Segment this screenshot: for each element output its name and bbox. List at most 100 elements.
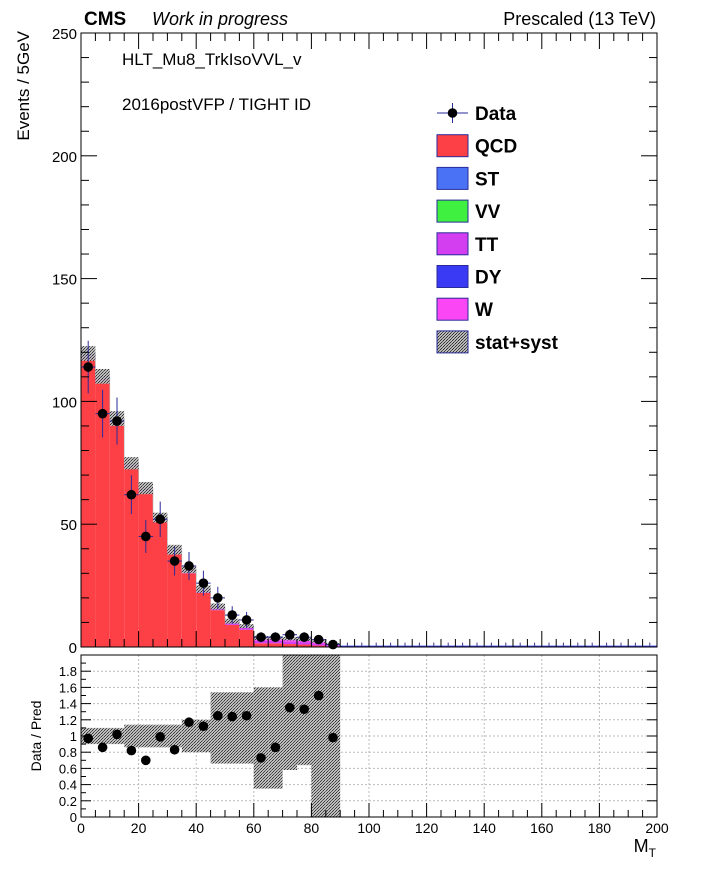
legend-label: stat+syst [475, 333, 559, 354]
ratio-band [311, 655, 325, 817]
ratio-point [328, 733, 338, 743]
legend-label: TT [475, 235, 499, 256]
data-point [213, 593, 223, 603]
x-tick-label: 100 [357, 820, 381, 836]
x-tick-label: 200 [645, 820, 669, 836]
ratio-band [268, 687, 282, 788]
ratio-point [227, 712, 237, 722]
x-tick-label: 120 [415, 820, 439, 836]
ratio-point [112, 730, 122, 740]
bar-qcd [211, 610, 225, 647]
x-tick-label: 80 [304, 820, 320, 836]
y-axis-title: Events / 5GeV [14, 30, 33, 140]
ratio-band [254, 687, 268, 788]
x-axis-title: MT [634, 836, 657, 860]
ratio-y-tick-label: 1 [70, 729, 77, 744]
bar-qcd [110, 424, 124, 647]
work-label: Work in progress [152, 9, 288, 29]
data-point [299, 632, 309, 642]
x-tick-label: 60 [246, 820, 262, 836]
ratio-band [283, 655, 297, 770]
ratio-y-tick-label: 1.2 [59, 713, 77, 728]
trigger-label: HLT_Mu8_TrkIsoVVL_v [122, 50, 302, 69]
ratio-band [211, 692, 225, 763]
data-point [314, 635, 324, 645]
uncertainty-band [95, 369, 109, 384]
selection-label: 2016postVFP / TIGHT ID [122, 95, 311, 114]
ratio-y-tick-label: 0.2 [59, 794, 77, 809]
ratio-band [167, 725, 181, 748]
y-tick-label: 250 [52, 26, 77, 43]
legend-swatch-dy [437, 266, 468, 288]
ratio-y-axis-title: Data / Pred [28, 701, 44, 772]
ratio-band [239, 692, 253, 763]
legend-label: ST [475, 169, 500, 190]
cms-label: CMS [84, 9, 126, 30]
ratio-point [213, 711, 223, 721]
data-point [285, 630, 295, 640]
data-point [256, 632, 266, 642]
ratio-y-tick-label: 0 [70, 810, 77, 825]
legend-swatch-w [437, 298, 468, 320]
ratio-y-tick-label: 0.6 [59, 761, 77, 776]
data-point [141, 532, 151, 542]
ratio-y-tick-label: 1.8 [59, 664, 77, 679]
bar-qcd [239, 630, 253, 647]
bar-tt [283, 642, 297, 644]
ratio-point [271, 743, 281, 753]
ratio-point [199, 721, 209, 731]
bar-qcd [268, 643, 282, 647]
legend-swatch-vv [437, 200, 468, 222]
ratio-point [141, 756, 151, 766]
ratio-point [184, 717, 194, 727]
uncertainty-band [139, 482, 153, 494]
x-tick-label: 160 [530, 820, 554, 836]
bar-qcd [254, 643, 268, 647]
data-point [127, 490, 137, 500]
ratio-y-tick-label: 1.6 [59, 680, 77, 695]
x-tick-label: 20 [131, 820, 147, 836]
data-point [170, 556, 180, 566]
legend-band-swatch [437, 331, 468, 353]
data-point [184, 561, 194, 571]
data-point [328, 640, 338, 650]
legend-label: Data [475, 104, 517, 125]
ratio-y-tick-label: 0.4 [59, 778, 77, 793]
ratio-y-tick-label: 1.4 [59, 697, 77, 712]
y-tick-label: 0 [69, 640, 77, 657]
energy-label: Prescaled (13 TeV) [503, 9, 656, 29]
data-point [98, 409, 108, 419]
data-point [83, 362, 93, 372]
data-point [227, 610, 237, 620]
bar-qcd [182, 573, 196, 647]
legend-swatch-qcd [437, 135, 468, 157]
ratio-point [299, 704, 309, 714]
ratio-point [242, 711, 252, 721]
y-tick-label: 150 [52, 272, 77, 289]
bar-qcd [196, 593, 210, 647]
legend-label: DY [475, 268, 502, 289]
legend-label: W [475, 300, 493, 321]
legend-data-marker [448, 108, 458, 118]
ratio-point [314, 691, 324, 701]
ratio-band [225, 692, 239, 763]
legend-swatch-st [437, 167, 468, 189]
ratio-band [124, 725, 138, 748]
legend-swatch-tt [437, 233, 468, 255]
data-point [271, 632, 281, 642]
x-tick-label: 140 [473, 820, 497, 836]
legend-label: VV [475, 202, 501, 223]
ratio-point [127, 746, 137, 756]
bar-qcd [153, 522, 167, 647]
data-point [199, 578, 209, 588]
y-tick-label: 50 [60, 517, 77, 534]
x-tick-label: 40 [188, 820, 204, 836]
data-point [112, 416, 122, 426]
data-point [155, 514, 165, 524]
x-tick-label: 0 [77, 820, 85, 836]
x-tick-label: 180 [588, 820, 612, 836]
